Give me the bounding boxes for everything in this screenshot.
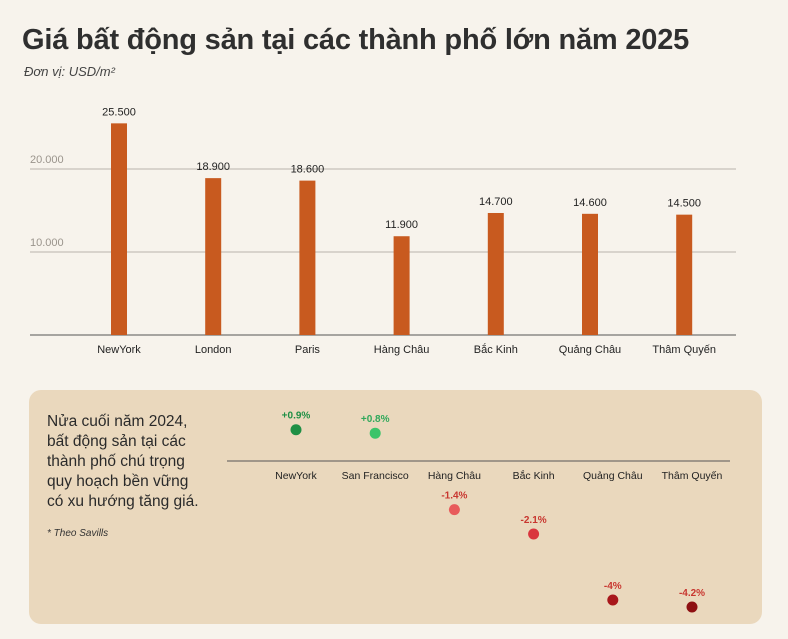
y-tick-label: 10.000 bbox=[30, 237, 64, 249]
x-tick-label: NewYork bbox=[97, 344, 141, 356]
change-dot bbox=[528, 528, 540, 540]
category-label: Bắc Kinh bbox=[513, 469, 555, 482]
panel-line: thành phố chú trọng bbox=[47, 453, 185, 470]
panel-line: có xu hướng tăng giá. bbox=[47, 493, 199, 510]
panel-description: Nửa cuối năm 2024, bất động sản tại các … bbox=[47, 412, 247, 512]
change-value-label: +0.8% bbox=[361, 414, 390, 425]
x-tick-label: Bắc Kinh bbox=[474, 343, 518, 356]
source-note: * Theo Savills bbox=[47, 528, 109, 539]
x-tick-label: Hàng Châu bbox=[374, 344, 430, 356]
page-title: Giá bất động sản tại các thành phố lớn n… bbox=[22, 24, 690, 56]
x-tick-label: Quảng Châu bbox=[559, 344, 621, 356]
category-label: Thâm Quyến bbox=[662, 470, 723, 482]
bar bbox=[582, 213, 598, 335]
info-panel bbox=[29, 390, 762, 624]
change-dot bbox=[686, 601, 698, 613]
bar-value-label: 18.600 bbox=[291, 164, 325, 176]
change-dot bbox=[448, 504, 460, 516]
category-label: NewYork bbox=[275, 470, 317, 482]
bar-value-label: 25.500 bbox=[102, 106, 136, 118]
bar-value-label: 14.700 bbox=[479, 196, 513, 208]
panel-line: quy hoạch bền vững bbox=[47, 473, 189, 490]
category-label: Hàng Châu bbox=[428, 470, 481, 482]
change-value-label: -2.1% bbox=[521, 515, 547, 526]
y-tick-label: 20.000 bbox=[30, 154, 64, 166]
unit-label: Đơn vị: USD/m² bbox=[24, 64, 115, 79]
bar-value-label: 14.600 bbox=[573, 197, 607, 209]
bar bbox=[487, 212, 504, 335]
bar bbox=[111, 123, 127, 335]
bar bbox=[299, 180, 316, 335]
bar-value-label: 14.500 bbox=[667, 198, 701, 210]
change-dot bbox=[607, 594, 619, 606]
bar bbox=[393, 236, 410, 335]
category-label: Quảng Châu bbox=[583, 470, 643, 482]
category-label: San Francisco bbox=[342, 470, 409, 482]
change-value-label: -1.4% bbox=[441, 491, 467, 502]
change-value-label: -4% bbox=[604, 581, 622, 592]
change-dot bbox=[290, 424, 302, 436]
bar-chart: 10.000 20.000 25.500 NewYork 18.900 London 18.… bbox=[30, 106, 736, 356]
bar bbox=[205, 178, 222, 335]
bar-value-label: 11.900 bbox=[385, 219, 418, 231]
x-tick-label: Thâm Quyến bbox=[652, 344, 716, 356]
change-dot bbox=[369, 427, 381, 439]
change-value-label: -4.2% bbox=[679, 588, 705, 599]
x-tick-label: Paris bbox=[295, 344, 321, 356]
panel-line: Nửa cuối năm 2024, bbox=[47, 413, 188, 430]
bar-value-label: 18.900 bbox=[196, 161, 230, 173]
change-value-label: +0.9% bbox=[282, 411, 311, 422]
bar bbox=[676, 214, 693, 335]
panel-line: bất động sản tại các bbox=[47, 433, 186, 450]
x-tick-label: London bbox=[195, 344, 232, 356]
